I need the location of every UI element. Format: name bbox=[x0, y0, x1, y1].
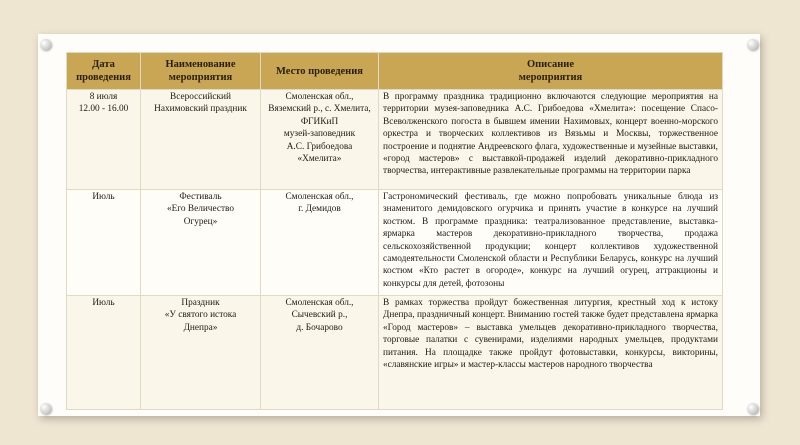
cell-line: А.С. Грибоедова bbox=[286, 141, 353, 152]
cell-line: Июль bbox=[92, 298, 115, 308]
events-table: Дата проведения Наименование мероприятия Мес… bbox=[66, 52, 723, 410]
cell-line: мероприятия bbox=[168, 72, 233, 83]
table-cell: Всероссийский Нахимовский праздник bbox=[140, 89, 261, 190]
cell-line: проведения bbox=[76, 72, 131, 83]
table-cell: Смоленская обл., Сычевский р., д. Бочарово bbox=[260, 295, 379, 410]
cell-line: Фестиваль bbox=[179, 192, 222, 202]
header-cell: Наименование мероприятия bbox=[140, 52, 261, 90]
pin bbox=[40, 403, 51, 414]
cell-line: г. Демидов bbox=[298, 204, 341, 215]
cell-line: Сычевский р., bbox=[291, 310, 348, 321]
cell-line: Дата bbox=[92, 59, 115, 70]
cell-line: ФГИКиП bbox=[300, 116, 339, 127]
table-cell: Фестиваль «Его Величество Огурец» bbox=[140, 189, 261, 296]
cell-line: Июль bbox=[92, 192, 115, 202]
header-cell: Описание мероприятия bbox=[378, 52, 723, 90]
cell-line: мероприятия bbox=[518, 72, 583, 83]
cell-line: Описание bbox=[526, 59, 575, 70]
cell-line: Наименование bbox=[165, 59, 236, 70]
description-cell: В программу праздника традиционно включа… bbox=[378, 89, 723, 190]
table-row: 8 июля 12.00 - 16.00 Всероссийский Нахимовс… bbox=[66, 89, 723, 190]
pin bbox=[747, 39, 758, 50]
table-cell: Смоленская обл., Вяземский р., с. Хмелита… bbox=[260, 89, 379, 190]
cell-line: 12.00 - 16.00 bbox=[78, 104, 129, 115]
pin bbox=[747, 403, 758, 414]
cell-line: Огурец» bbox=[183, 216, 218, 227]
cell-line: Смоленская обл., bbox=[285, 298, 354, 308]
table-cell: Праздник «У святого истока Днепра» bbox=[140, 295, 261, 410]
cell-line: Смоленская обл., bbox=[285, 92, 354, 102]
cell-line: Вяземский р., с. Хмелита, bbox=[268, 104, 371, 115]
table-cell: 8 июля 12.00 - 16.00 bbox=[66, 89, 141, 190]
cell-line: Нахимовский праздник bbox=[154, 104, 247, 115]
cell-line: Место проведения bbox=[276, 65, 363, 77]
cell-line: «Хмелита» bbox=[297, 154, 342, 165]
header-cell: Дата проведения bbox=[66, 52, 141, 90]
description-cell: В рамках торжества пройдут божественная … bbox=[378, 295, 723, 410]
cell-line: 8 июля bbox=[89, 92, 118, 102]
table-cell: Июль bbox=[66, 189, 141, 296]
pin bbox=[40, 39, 51, 50]
table-cell: Июль bbox=[66, 295, 141, 410]
table-body: 8 июля 12.00 - 16.00 Всероссийский Нахимовс… bbox=[66, 89, 723, 410]
table-row: Июль Праздник «У святого истока Днепра» Смол… bbox=[66, 295, 723, 410]
description-cell: Гастрономический фестиваль, где можно по… bbox=[378, 189, 723, 296]
cell-line: «Его Величество bbox=[166, 204, 235, 215]
cell-line: д. Бочарово bbox=[296, 322, 343, 333]
table-row: Июль Фестиваль «Его Величество Огурец» Смоле… bbox=[66, 189, 723, 296]
table-cell: Смоленская обл., г. Демидов bbox=[260, 189, 379, 296]
cell-line: «У святого истока bbox=[164, 310, 237, 321]
cell-line: музей-заповедник bbox=[283, 129, 356, 140]
cell-line: Всероссийский bbox=[170, 92, 231, 102]
cell-line: Смоленская обл., bbox=[285, 192, 354, 202]
cell-line: Праздник bbox=[181, 298, 220, 308]
header-row: Дата проведения Наименование мероприятия Мес… bbox=[66, 52, 723, 90]
cell-line: Днепра» bbox=[183, 322, 218, 333]
header-cell: Место проведения bbox=[260, 52, 379, 90]
